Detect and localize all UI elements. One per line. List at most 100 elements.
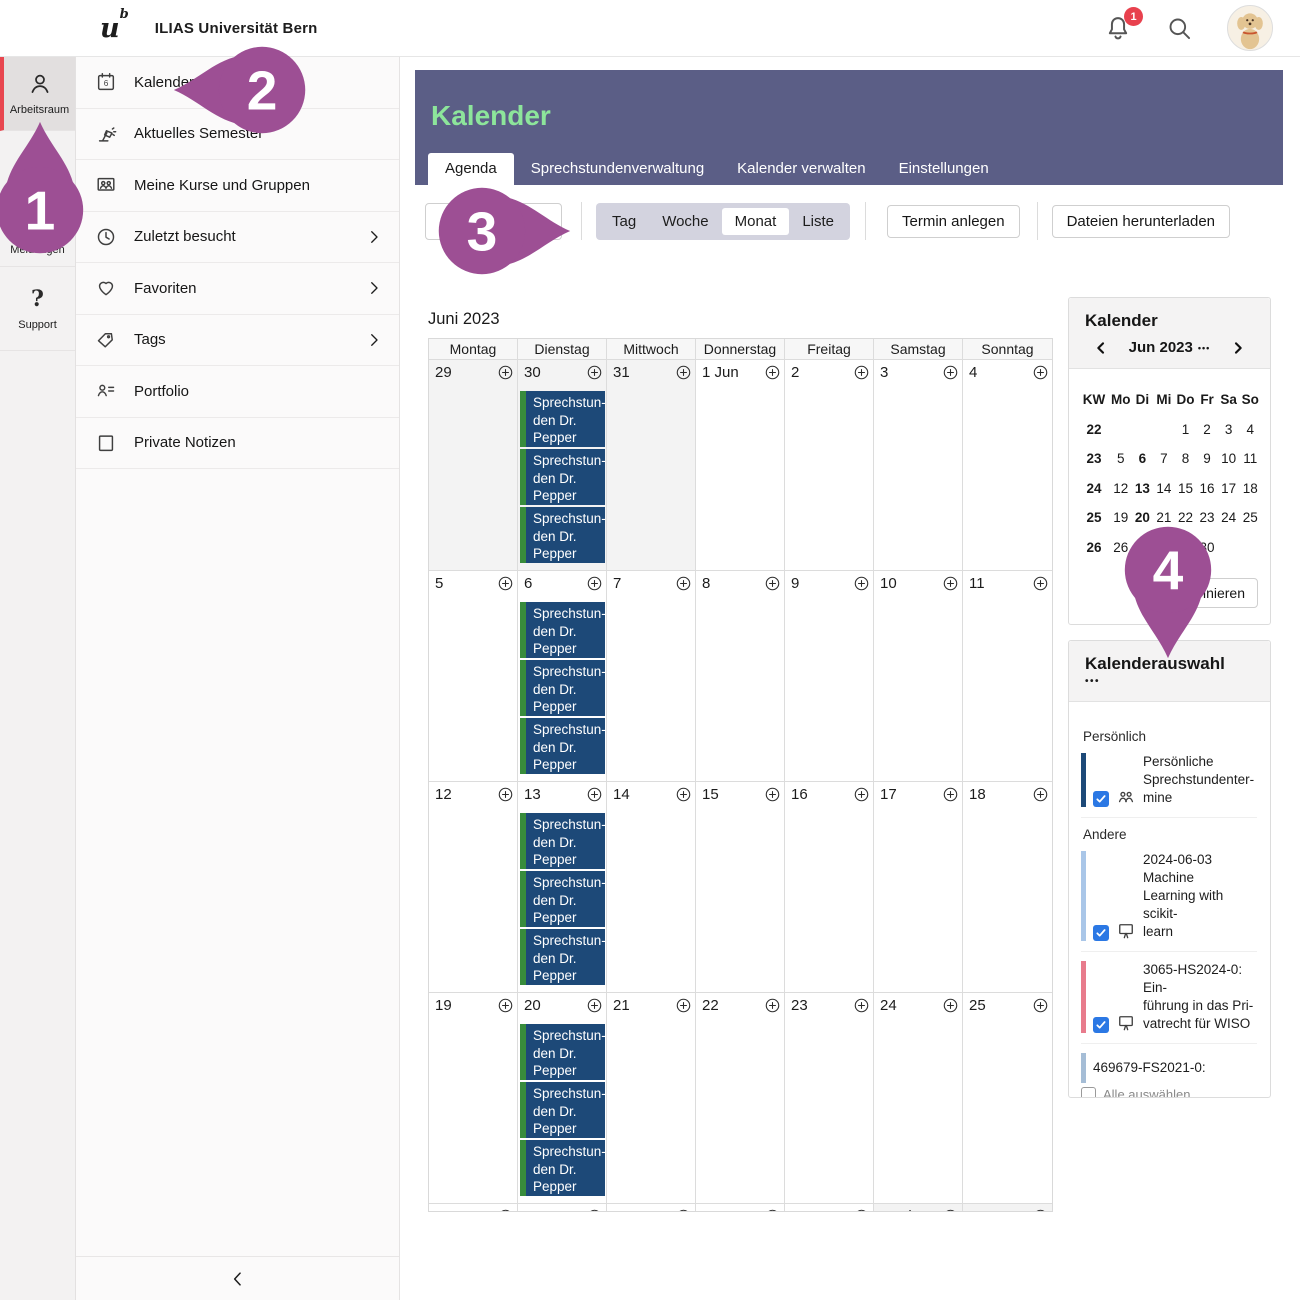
add-appointment-icon[interactable] (586, 997, 603, 1014)
month-menu-ellipsis-icon[interactable]: ••• (1197, 342, 1211, 353)
mini-day-cell[interactable]: 26 (1113, 539, 1129, 555)
day-cell[interactable]: 1 Jun (696, 360, 785, 571)
mini-day-cell[interactable]: 8 (1181, 451, 1190, 467)
day-cell[interactable]: 14 (607, 782, 696, 993)
add-appointment-icon[interactable] (942, 997, 959, 1014)
mini-day-cell[interactable]: 21 (1156, 510, 1172, 526)
day-cell[interactable]: 10 (874, 571, 963, 782)
mini-day-cell[interactable]: 2 (1203, 421, 1211, 437)
day-cell[interactable]: 2 (785, 360, 874, 571)
day-cell[interactable]: 28 (607, 1204, 696, 1211)
add-appointment-icon[interactable] (675, 575, 692, 592)
mini-day-cell[interactable]: 15 (1177, 480, 1193, 496)
calendar-event[interactable]: Sprechstun- den Dr. Pepper (520, 507, 605, 563)
add-appointment-icon[interactable] (853, 1208, 870, 1211)
prev-month-icon[interactable] (1093, 340, 1109, 356)
select-all-checkbox[interactable] (1081, 1087, 1096, 1097)
view-option-woche[interactable]: Woche (662, 212, 709, 230)
calendar-event[interactable]: Sprechstun- den Dr. Pepper (520, 449, 605, 505)
sidebar-item-zuletzt-besucht[interactable]: Zuletzt besucht (76, 212, 399, 263)
calendar-event[interactable]: Sprechstun- den Dr. Pepper (520, 1082, 605, 1138)
mini-day-cell[interactable]: 4 (1246, 421, 1254, 437)
day-cell[interactable]: 12 (429, 782, 518, 993)
add-appointment-icon[interactable] (764, 997, 781, 1014)
add-appointment-icon[interactable] (853, 575, 870, 592)
mini-day-cell[interactable]: 20 (1134, 510, 1150, 526)
day-cell[interactable]: 3 (874, 360, 963, 571)
mini-day-cell[interactable]: 11 (1243, 451, 1258, 467)
day-cell[interactable]: 30 Sprechstun- den Dr. Pepper Sprechstun- … (518, 360, 607, 571)
download-files-button[interactable]: Dateien herunterladen (1051, 204, 1231, 238)
add-appointment-icon[interactable] (942, 786, 959, 803)
day-cell[interactable]: 27Sprechstun- den Dr. PepperSprechstun- … (518, 1204, 607, 1211)
mini-day-cell[interactable]: 12 (1113, 480, 1129, 496)
tab-einstellungen[interactable]: Einstellungen (898, 160, 989, 177)
mini-day-cell[interactable]: 7 (1160, 451, 1168, 467)
mini-calendar-month-label[interactable]: Jun 2023 ••• (1128, 339, 1211, 356)
mini-day-cell[interactable]: 25 (1242, 510, 1258, 526)
user-avatar[interactable] (1227, 5, 1273, 51)
mini-day-cell[interactable]: 5 (1117, 451, 1125, 467)
add-appointment-icon[interactable] (497, 1208, 514, 1211)
mini-day-cell[interactable]: 22 (1177, 510, 1193, 526)
mini-day-cell[interactable]: 16 (1199, 480, 1215, 496)
calendar-event[interactable]: Sprechstun- den Dr. Pepper (520, 1140, 605, 1196)
add-appointment-icon[interactable] (764, 575, 781, 592)
add-appointment-icon[interactable] (942, 1208, 959, 1211)
mini-day-cell[interactable]: 1 (1181, 421, 1190, 437)
day-cell[interactable]: 29 (696, 1204, 785, 1211)
add-appointment-icon[interactable] (942, 575, 959, 592)
calendar-checkbox[interactable] (1093, 1017, 1109, 1033)
day-cell[interactable]: 18 (963, 782, 1052, 993)
mini-day-cell[interactable]: 17 (1221, 480, 1237, 496)
add-appointment-icon[interactable] (675, 786, 692, 803)
mini-day-cell[interactable]: 23 (1199, 510, 1215, 526)
day-cell[interactable]: 2 (963, 1204, 1052, 1211)
day-cell[interactable]: 26 (429, 1204, 518, 1211)
add-appointment-icon[interactable] (1032, 997, 1049, 1014)
sidebar-collapse-button[interactable] (76, 1256, 399, 1300)
mini-day-cell[interactable]: 24 (1221, 510, 1237, 526)
sidebar-item-portfolio[interactable]: Portfolio (76, 366, 399, 418)
day-cell[interactable]: 6 Sprechstun- den Dr. Pepper Sprechstun- d… (518, 571, 607, 782)
calendar-checkbox[interactable] (1093, 791, 1109, 807)
view-option-monat[interactable]: Monat (721, 207, 790, 235)
mini-day-cell[interactable]: 19 (1113, 510, 1129, 526)
sidebar-item-favoriten[interactable]: Favoriten (76, 263, 399, 315)
day-cell[interactable]: 16 (785, 782, 874, 993)
calendar-checkbox[interactable] (1093, 925, 1109, 941)
view-option-liste[interactable]: Liste (802, 212, 834, 230)
mini-day-cell[interactable]: 14 (1156, 480, 1172, 496)
add-appointment-icon[interactable] (586, 786, 603, 803)
mini-day-cell[interactable]: 10 (1221, 451, 1237, 467)
day-cell[interactable]: 17 (874, 782, 963, 993)
day-cell[interactable]: 13 Sprechstun- den Dr. Pepper Sprechstun- … (518, 782, 607, 993)
day-cell[interactable]: 8 (696, 571, 785, 782)
day-cell[interactable]: 15 (696, 782, 785, 993)
add-appointment-icon[interactable] (675, 1208, 692, 1211)
sidebar-item-meine-kurse-und-gruppen[interactable]: Meine Kurse und Gruppen (76, 160, 399, 212)
next-month-icon[interactable] (1230, 340, 1246, 356)
mini-day-cell[interactable]: 13 (1134, 480, 1150, 496)
day-cell[interactable]: 31 (607, 360, 696, 571)
add-appointment-icon[interactable] (497, 575, 514, 592)
add-appointment-icon[interactable] (675, 997, 692, 1014)
add-appointment-icon[interactable] (764, 786, 781, 803)
university-bern-logo[interactable]: ub (100, 6, 129, 44)
search-icon[interactable] (1166, 15, 1193, 42)
mini-day-cell[interactable]: 18 (1242, 480, 1258, 496)
mini-day-cell[interactable]: 3 (1224, 421, 1233, 437)
add-appointment-icon[interactable] (764, 364, 781, 381)
add-appointment-icon[interactable] (497, 997, 514, 1014)
day-cell[interactable]: 20 Sprechstun- den Dr. Pepper Sprechstun- … (518, 993, 607, 1204)
rail-item-arbeitsraum[interactable]: Arbeitsraum (0, 57, 75, 131)
day-cell[interactable]: 4 (963, 360, 1052, 571)
view-option-tag[interactable]: Tag (612, 212, 637, 230)
mini-day-cell[interactable]: 6 (1138, 451, 1147, 467)
add-appointment-icon[interactable] (1032, 786, 1049, 803)
calendar-event[interactable]: Sprechstun- den Dr. Pepper (520, 718, 605, 774)
sidebar-item-private-notizen[interactable]: Private Notizen (76, 418, 399, 469)
add-appointment-icon[interactable] (586, 1208, 603, 1211)
day-cell[interactable]: 24 (874, 993, 963, 1204)
calendar-event[interactable]: Sprechstun- den Dr. Pepper (520, 929, 605, 985)
